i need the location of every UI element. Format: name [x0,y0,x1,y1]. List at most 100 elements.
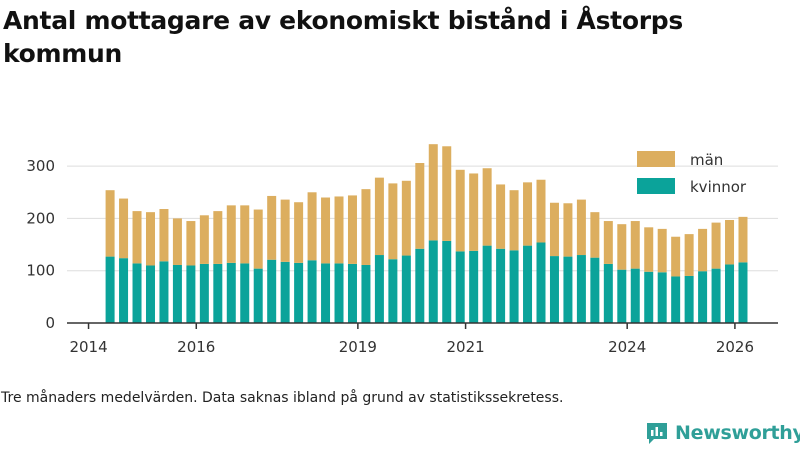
bar-man [428,144,438,241]
bar-man [280,199,290,262]
bar-kvinnor [630,268,640,323]
bar-man [738,216,748,263]
bar-kvinnor [119,258,129,323]
bar-kvinnor [684,275,694,323]
bar-man [549,202,559,257]
bar-man [119,198,129,259]
bar-kvinnor [469,250,479,323]
bar-kvinnor [738,262,748,323]
y-tick-label: 200 [26,209,55,227]
bar-man [347,195,357,264]
x-tick-label: 2021 [446,338,484,356]
bar-man [334,196,344,264]
y-tick-label: 300 [26,157,55,175]
bar-man [496,184,506,249]
bar-man [388,183,398,260]
bar-man [226,205,236,263]
bar-kvinnor [226,262,236,323]
bar-man [321,197,331,264]
bar-man [186,221,196,266]
bar-kvinnor [549,256,559,323]
bar-man [590,212,600,258]
bar-man [105,190,115,257]
brand-name: Newsworthy [675,422,800,444]
bar-kvinnor [617,269,627,323]
bar-kvinnor [294,262,304,323]
bar-man [374,177,384,256]
bar-man [132,211,142,264]
bar-man [213,211,223,264]
legend: män kvinnor [637,151,747,196]
bar-kvinnor [253,268,263,323]
chart-title: Antal mottagare av ekonomiskt bistånd i … [3,6,683,68]
x-tick-label: 2019 [339,338,377,356]
bar-kvinnor [442,240,452,323]
bar-man [657,228,667,273]
bar-kvinnor [334,263,344,323]
bar-kvinnor [105,256,115,323]
bar-man [253,209,263,269]
bar-kvinnor [428,240,438,323]
bar-man [240,205,250,264]
bar-kvinnor [657,272,667,323]
bar-kvinnor [186,265,196,323]
bar-kvinnor [321,263,331,323]
bar-kvinnor [711,268,721,323]
bar-kvinnor [361,264,371,323]
bar-kvinnor [374,255,384,323]
bar-man [644,227,654,272]
bar-kvinnor [671,276,681,323]
bar-man [172,218,182,265]
bar-kvinnor [213,263,223,323]
bar-kvinnor [523,245,533,323]
bar-kvinnor [725,264,735,323]
newsworthy-logo-icon [647,423,667,444]
bar-kvinnor [509,250,519,323]
bar-man [630,221,640,269]
bar-kvinnor [159,261,169,323]
bar-kvinnor [496,248,506,323]
bar-man [469,173,479,251]
bar-man [725,219,735,265]
bar-kvinnor [132,263,142,323]
x-tick-label: 2026 [716,338,754,356]
x-tick-label: 2016 [177,338,215,356]
bar-man [603,221,613,264]
bar-kvinnor [388,259,398,323]
bar-kvinnor [347,263,357,323]
legend-swatch-kvinnor [637,178,675,194]
y-tick-label: 100 [26,262,55,280]
bar-man [671,236,681,277]
bar-kvinnor [172,264,182,323]
bar-kvinnor [590,257,600,323]
x-tick-label: 2024 [608,338,646,356]
bar-man [199,215,209,264]
bar-man [267,195,277,260]
bar-kvinnor [698,271,708,323]
bar-man [617,224,627,270]
bar-kvinnor [267,259,277,323]
bar-kvinnor [199,263,209,323]
bar-kvinnor [307,260,317,323]
bar-kvinnor [576,255,586,323]
bar-man [698,228,708,272]
bars [105,144,748,323]
bar-kvinnor [280,261,290,323]
bar-man [536,179,546,243]
bar-kvinnor [644,271,654,323]
bar-man [415,163,425,249]
bar-kvinnor [240,263,250,323]
bar-man [563,203,573,257]
brand-logo: Newsworthy [645,418,800,448]
bar-man [159,209,169,262]
bar-man [509,190,519,251]
bar-man [294,202,304,263]
bar-man [145,212,155,266]
legend-label-kvinnor: kvinnor [690,178,747,196]
bar-kvinnor [415,248,425,323]
bar-man [523,182,533,246]
bar-kvinnor [563,256,573,323]
bar-man [455,169,465,252]
y-axis: 0 100 200 300 [26,157,55,332]
